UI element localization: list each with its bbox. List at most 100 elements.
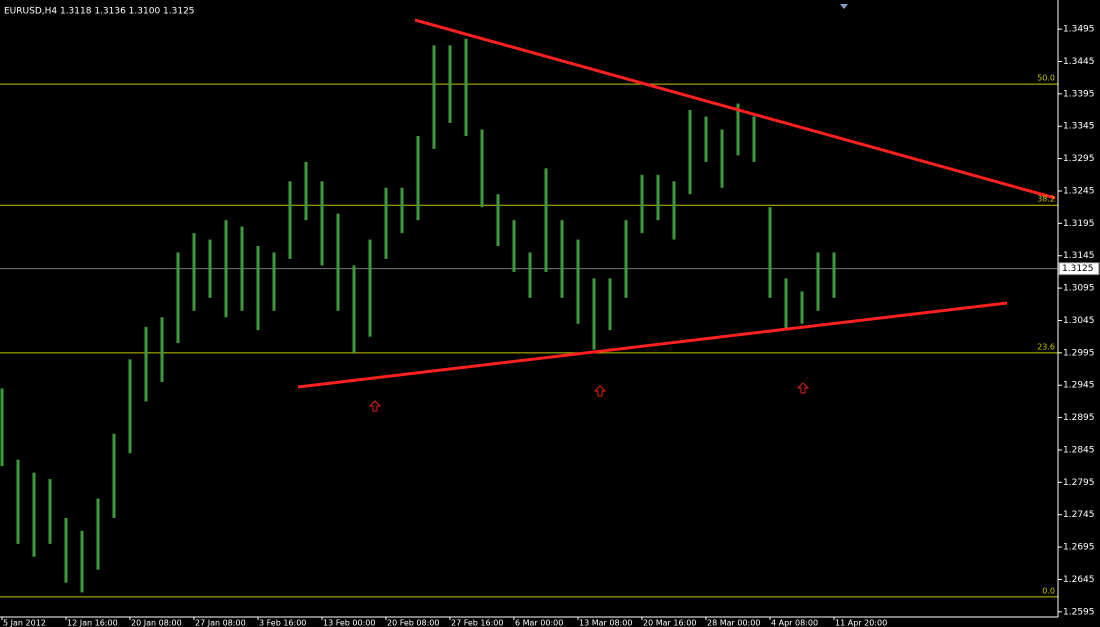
x-tick-label: 20 Feb 08:00 [387, 619, 439, 627]
y-tick-label: 1.2745 [1063, 510, 1095, 520]
shift-marker [840, 4, 848, 9]
price-bar [528, 252, 532, 298]
price-bar [272, 252, 276, 311]
price-bar [304, 161, 308, 221]
price-bar [784, 278, 788, 331]
x-tick-label: 20 Mar 16:00 [643, 619, 696, 627]
price-bar [192, 233, 196, 311]
price-bar [736, 103, 740, 156]
price-bar [640, 174, 644, 234]
chart-title: EURUSD,H4 1.3118 1.3136 1.3100 1.3125 [4, 7, 195, 17]
marks [0, 38, 1058, 598]
price-bar [352, 265, 356, 353]
price-bar [64, 517, 68, 583]
price-bar [144, 326, 148, 402]
price-bar [768, 207, 772, 298]
price-bar [592, 278, 596, 350]
y-tick-label: 1.2595 [1063, 607, 1095, 617]
price-bar [240, 226, 244, 311]
y-tick-label: 1.3445 [1063, 57, 1095, 67]
arrow-up [593, 385, 607, 397]
x-tick-label: 27 Jan 08:00 [195, 619, 246, 627]
trend-line [414, 18, 1056, 200]
arrow-up [368, 400, 382, 412]
x-tick-label: 27 Feb 16:00 [451, 619, 503, 627]
price-bar [400, 187, 404, 234]
y-tick-label: 1.2945 [1063, 381, 1095, 391]
price-bar [688, 110, 692, 195]
x-tick-label: 13 Feb 00:00 [323, 619, 375, 627]
price-bar [544, 168, 548, 272]
price-bar [816, 252, 820, 311]
y-tick-label: 1.3195 [1063, 219, 1095, 229]
price-bar [256, 246, 260, 331]
trend-line [297, 301, 1008, 389]
y-tick-label: 1.3045 [1063, 316, 1095, 326]
price-bar [576, 239, 580, 324]
price-bar [704, 116, 708, 162]
price-bar [800, 291, 804, 324]
price-bar [464, 38, 468, 136]
price-bar [608, 278, 612, 331]
x-tick-label: 5 Jan 2012 [3, 619, 46, 627]
price-bar [320, 181, 324, 266]
price-bar [512, 220, 516, 272]
price-bar [80, 530, 84, 593]
price-bar [672, 181, 676, 240]
price-bar [480, 129, 484, 208]
price-bar [448, 45, 452, 124]
price-bar [288, 181, 292, 259]
price-bar [112, 433, 116, 518]
y-tick-label: 1.3345 [1063, 122, 1095, 132]
y-tick-label: 1.3495 [1063, 25, 1095, 35]
x-tick-label: 12 Jan 16:00 [67, 619, 118, 627]
x-tick-label: 20 Jan 08:00 [131, 619, 182, 627]
x-tick-label: 13 Mar 08:00 [579, 619, 632, 627]
y-tick-label: 1.2895 [1063, 413, 1095, 423]
price-bar [336, 213, 340, 311]
price-bar [752, 116, 756, 162]
price-bar [832, 252, 836, 298]
price-bar [416, 135, 420, 221]
price-bar [720, 129, 724, 188]
fib-label: 50.0 [1037, 74, 1055, 83]
price-bar [384, 187, 388, 259]
price-bar [432, 45, 436, 149]
price-bar [48, 479, 52, 544]
price-bar [16, 459, 20, 544]
fib-label: 0.0 [1042, 586, 1055, 595]
last-price-label: 1.3125 [1062, 264, 1094, 274]
x-tick-label: 4 Apr 08:00 [771, 619, 818, 627]
price-bar [208, 239, 212, 298]
x-tick-label: 11 Apr 20:00 [835, 619, 887, 627]
y-tick-label: 1.2845 [1063, 445, 1095, 455]
y-tick-label: 1.3295 [1063, 154, 1095, 164]
x-tick-label: 3 Feb 16:00 [259, 619, 306, 627]
fib-label: 23.6 [1037, 342, 1055, 351]
price-bar [96, 498, 100, 570]
fib-label: 38.2 [1037, 195, 1055, 204]
price-bar [624, 220, 628, 298]
y-tick-label: 1.2795 [1063, 478, 1095, 488]
y-tick-label: 1.2645 [1063, 575, 1095, 585]
price-bar [368, 239, 372, 337]
price-bar [176, 252, 180, 344]
y-tick-label: 1.3145 [1063, 251, 1095, 261]
price-bar [32, 472, 36, 557]
price-bar [496, 194, 500, 247]
price-bar [0, 388, 4, 467]
price-bar [224, 220, 228, 318]
y-tick-label: 1.2995 [1063, 348, 1095, 358]
y-tick-label: 1.3245 [1063, 186, 1095, 196]
price-bar [656, 174, 660, 221]
price-bar [128, 359, 132, 454]
x-tick-label: 6 Mar 00:00 [515, 619, 563, 627]
y-tick-label: 1.2695 [1063, 543, 1095, 553]
x-tick-label: 28 Mar 00:00 [707, 619, 760, 627]
price-bar [160, 317, 164, 382]
y-tick-label: 1.3395 [1063, 89, 1095, 99]
price-bar [560, 220, 564, 298]
